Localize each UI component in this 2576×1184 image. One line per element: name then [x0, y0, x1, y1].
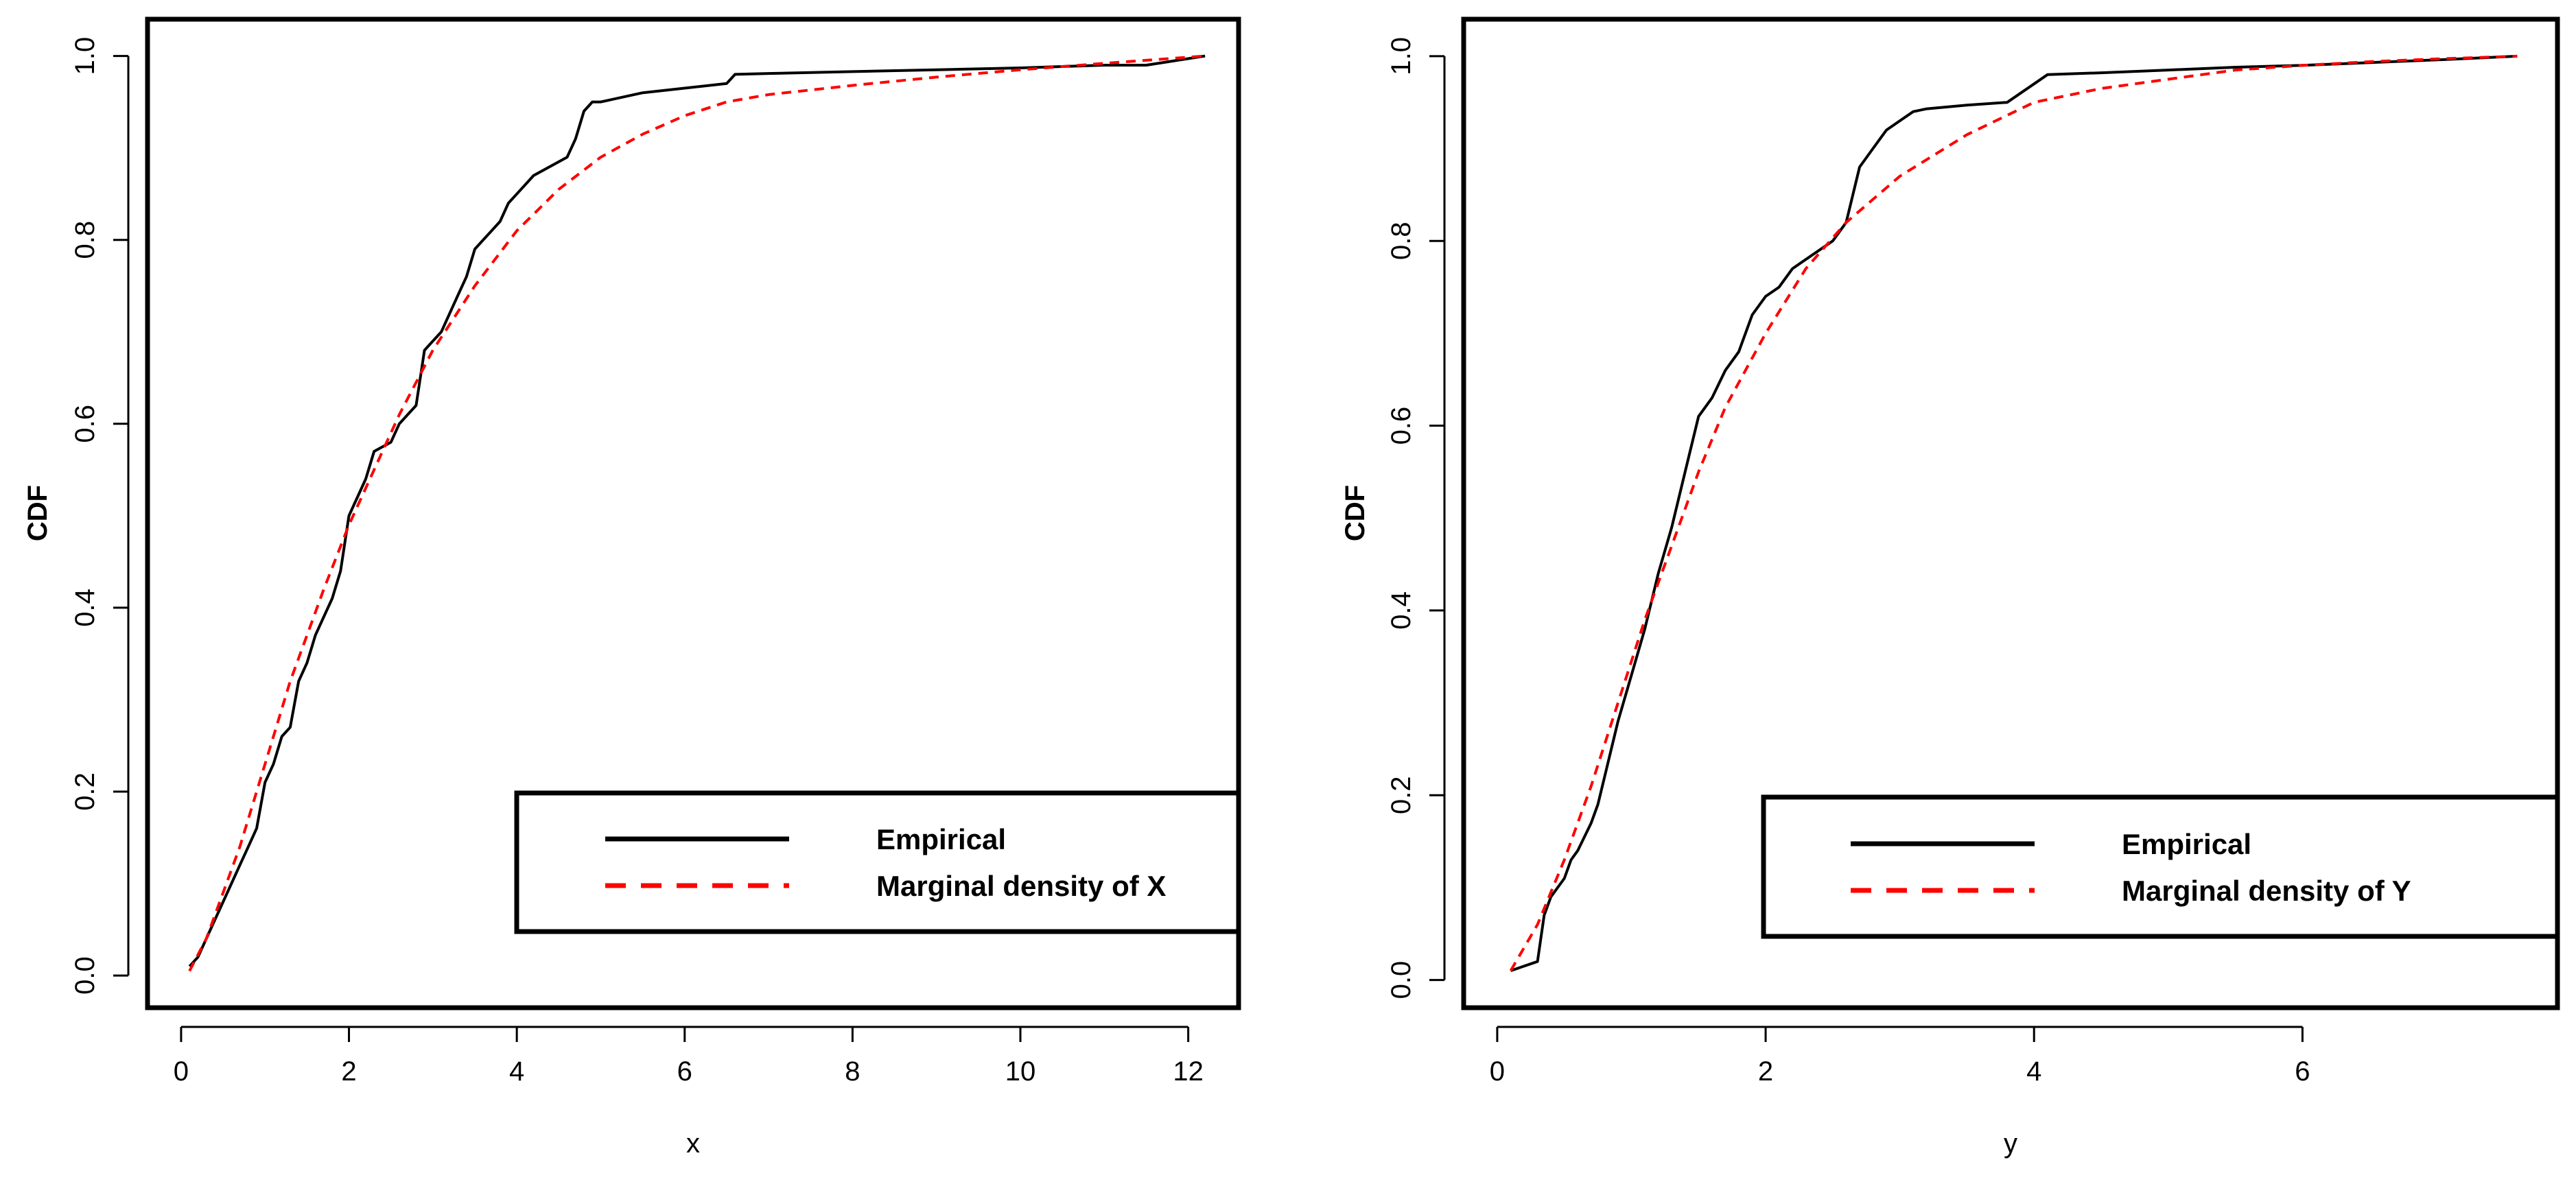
panel-y-cdf: 0 2 4 6 0.0 0.2 0.4 0.6 0.8 1.0 y CDF Empirical … [1340, 16, 2560, 1159]
series-line-empirical [1510, 54, 2518, 972]
x-axis-label: y [2004, 1128, 2017, 1159]
plot-frame [145, 16, 1241, 1010]
y-tick-label: 0.8 [1386, 222, 1416, 260]
y-tick-label: 0.0 [70, 956, 100, 995]
legend: Empirical Marginal density of X [514, 790, 1241, 934]
x-axis-label: x [686, 1128, 700, 1159]
x-tick-label: 12 [1173, 1056, 1204, 1087]
x-tick-label: 2 [1758, 1056, 1773, 1087]
series-line-marginal-density-of-x [188, 54, 1206, 972]
series-group [188, 54, 1206, 972]
x-tick-label: 8 [845, 1056, 860, 1087]
x-tick-label: 6 [677, 1056, 692, 1087]
x-tick-label: 0 [1490, 1056, 1505, 1087]
series-line-marginal-density-of-y [1509, 54, 2518, 972]
y-axis-label: CDF [23, 485, 53, 541]
y-tick-label: 0.2 [1386, 776, 1416, 814]
x-tick-label: 6 [2295, 1056, 2310, 1087]
y-tick-label: 0.0 [1386, 961, 1416, 999]
panel-x-cdf: 0 2 4 6 8 10 12 0.0 0.2 0.4 0.6 0.8 1.0 x CDF Empir… [23, 16, 1241, 1159]
x-tick-label: 4 [509, 1056, 524, 1087]
y-tick-label: 0.8 [70, 221, 100, 259]
legend-label-empirical: Empirical [876, 823, 1006, 855]
legend-box [514, 790, 1241, 934]
plot-frame [1461, 16, 2560, 1010]
legend-box [1761, 794, 2560, 939]
y-tick-label: 0.4 [1386, 591, 1416, 630]
y-tick-label: 1.0 [70, 37, 100, 75]
x-axis: 0 2 4 6 8 10 12 [174, 1026, 1204, 1087]
x-tick-label: 2 [341, 1056, 356, 1087]
series-group [1509, 54, 2518, 972]
y-tick-label: 1.0 [1386, 37, 1416, 75]
x-axis: 0 2 4 6 [1490, 1026, 2310, 1087]
series-line-empirical [188, 54, 1206, 968]
legend: Empirical Marginal density of Y [1761, 794, 2560, 939]
y-tick-label: 0.2 [70, 772, 100, 811]
x-tick-label: 0 [174, 1056, 189, 1087]
x-tick-label: 10 [1005, 1056, 1036, 1087]
x-tick-label: 4 [2026, 1056, 2041, 1087]
y-tick-label: 0.6 [70, 405, 100, 443]
legend-label-marginal: Marginal density of X [876, 870, 1166, 902]
y-axis-label: CDF [1340, 485, 1370, 541]
legend-label-empirical: Empirical [2122, 828, 2251, 860]
y-axis: 0.0 0.2 0.4 0.6 0.8 1.0 [1386, 37, 1446, 999]
legend-label-marginal: Marginal density of Y [2122, 875, 2411, 907]
y-tick-label: 0.6 [1386, 407, 1416, 445]
y-axis: 0.0 0.2 0.4 0.6 0.8 1.0 [70, 37, 130, 995]
y-tick-label: 0.4 [70, 589, 100, 627]
